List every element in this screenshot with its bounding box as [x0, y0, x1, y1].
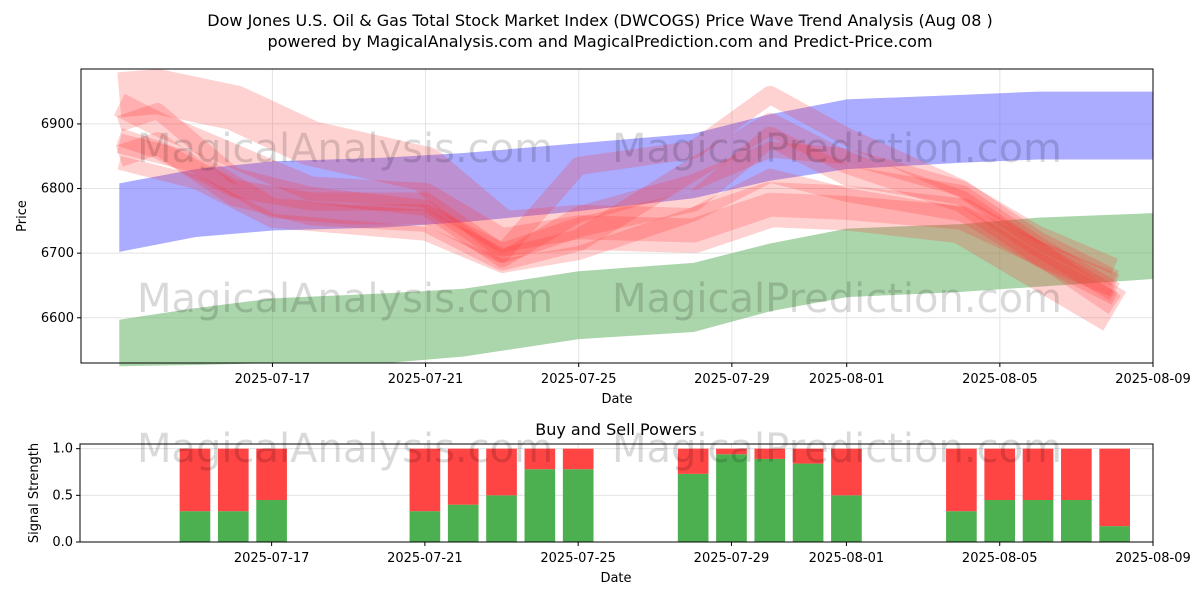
x-tick-label: 2025-07-25	[541, 372, 617, 387]
x-tick-label: 2025-07-21	[388, 372, 464, 387]
price-wave	[117, 69, 1127, 331]
trend-band	[119, 213, 1153, 367]
sell-bar	[716, 448, 747, 455]
price-wave	[116, 126, 1120, 301]
buy-bar	[524, 469, 556, 542]
price-wave	[116, 103, 1118, 274]
sell-bar	[946, 448, 977, 512]
watermark-text: MagicalAnalysis.com	[137, 126, 553, 172]
buy-bar	[946, 511, 977, 542]
sell-bar	[217, 448, 249, 512]
buy-bar	[447, 504, 479, 542]
sell-bar	[524, 448, 556, 470]
signal-bars	[179, 448, 1131, 542]
buy-bar	[1061, 500, 1092, 542]
sell-bar	[792, 448, 824, 464]
buy-bar	[217, 511, 249, 542]
sell-bar	[486, 448, 517, 496]
x-tick-label: 2025-07-17	[235, 372, 311, 387]
buy-bar	[792, 463, 824, 542]
watermark-text: MagicalAnalysis.com	[137, 276, 553, 322]
buy-bar	[179, 511, 211, 542]
x-tick-label: 2025-08-09	[1115, 551, 1191, 566]
sell-bar	[1099, 448, 1131, 527]
sell-bar	[256, 448, 287, 500]
price-y-axis-label: Price	[15, 200, 30, 232]
x-tick-label: 2025-07-21	[387, 551, 463, 566]
buy-bar	[486, 495, 517, 542]
x-tick-label: 2025-08-05	[962, 551, 1038, 566]
price-wave	[117, 155, 1118, 305]
price-panel: MagicalAnalysis.com MagicalPrediction.co…	[15, 68, 1191, 407]
x-tick-label: 2025-07-29	[694, 551, 770, 566]
price-wave	[115, 112, 1121, 314]
sell-bar	[831, 448, 862, 496]
sell-bar	[447, 448, 479, 505]
watermark-text: MagicalPrediction.com	[612, 426, 1062, 472]
buy-bar	[831, 495, 862, 542]
y-tick-label: 6600	[41, 311, 74, 326]
y-tick-label: 1.0	[52, 442, 73, 457]
watermark-text: MagicalAnalysis.com	[137, 426, 553, 472]
watermark-text: MagicalPrediction.com	[612, 276, 1062, 322]
buy-bar	[409, 511, 441, 542]
buy-bar	[754, 458, 786, 542]
signal-axes: 2025-07-17 2025-07-21 2025-07-25 2025-07-29…	[52, 442, 1190, 566]
sell-bar	[409, 448, 441, 512]
chart-title-line-1: Dow Jones U.S. Oil & Gas Total Stock Mar…	[207, 11, 992, 30]
x-tick-label: 2025-08-09	[1115, 372, 1191, 387]
x-tick-label: 2025-08-05	[962, 372, 1038, 387]
price-wave	[116, 85, 1119, 288]
buy-bar	[562, 469, 594, 542]
trend-band	[119, 91, 1153, 252]
signal-x-axis-label: Date	[600, 571, 631, 586]
chart-title-line-2: powered by MagicalAnalysis.com and Magic…	[267, 32, 932, 51]
y-tick-label: 0.0	[52, 535, 73, 550]
sell-bar	[677, 448, 709, 474]
y-tick-label: 0.5	[52, 488, 73, 503]
signal-panel-title: Buy and Sell Powers	[535, 420, 697, 439]
buy-bar	[1022, 500, 1054, 542]
x-tick-label: 2025-08-01	[809, 372, 885, 387]
x-tick-label: 2025-08-01	[809, 551, 885, 566]
price-axes: 2025-07-17 2025-07-21 2025-07-25 2025-07-29…	[41, 117, 1191, 387]
sell-bar	[754, 448, 786, 459]
trend-bands	[119, 91, 1153, 367]
signal-panel: Buy and Sell Powers MagicalAnalysis.com …	[27, 420, 1191, 586]
sell-bar	[1061, 448, 1092, 500]
x-tick-label: 2025-07-17	[234, 551, 310, 566]
buy-bar	[1099, 526, 1131, 542]
buy-bar	[716, 454, 747, 542]
sell-bar	[1022, 448, 1054, 500]
sell-bar	[984, 448, 1016, 500]
sell-bar	[562, 448, 594, 470]
price-panel-frame	[80, 68, 1154, 364]
price-waves	[113, 69, 1127, 331]
y-tick-label: 6800	[41, 182, 74, 197]
sell-bar	[179, 448, 211, 512]
y-tick-label: 6700	[41, 246, 74, 261]
buy-bar	[256, 500, 287, 542]
x-tick-label: 2025-07-25	[540, 551, 616, 566]
signal-watermarks: MagicalAnalysis.com MagicalPrediction.co…	[137, 426, 1062, 472]
signal-y-axis-label: Signal Strength	[27, 443, 42, 543]
price-wave	[113, 93, 1120, 297]
buy-bar	[677, 473, 709, 542]
signal-panel-frame	[79, 443, 1154, 543]
price-watermarks: MagicalAnalysis.com MagicalPrediction.co…	[137, 126, 1062, 322]
price-x-axis-label: Date	[601, 392, 632, 407]
watermark-text: MagicalPrediction.com	[612, 126, 1062, 172]
buy-bar	[984, 500, 1016, 542]
x-tick-label: 2025-07-29	[694, 372, 770, 387]
y-tick-label: 6900	[41, 117, 74, 132]
